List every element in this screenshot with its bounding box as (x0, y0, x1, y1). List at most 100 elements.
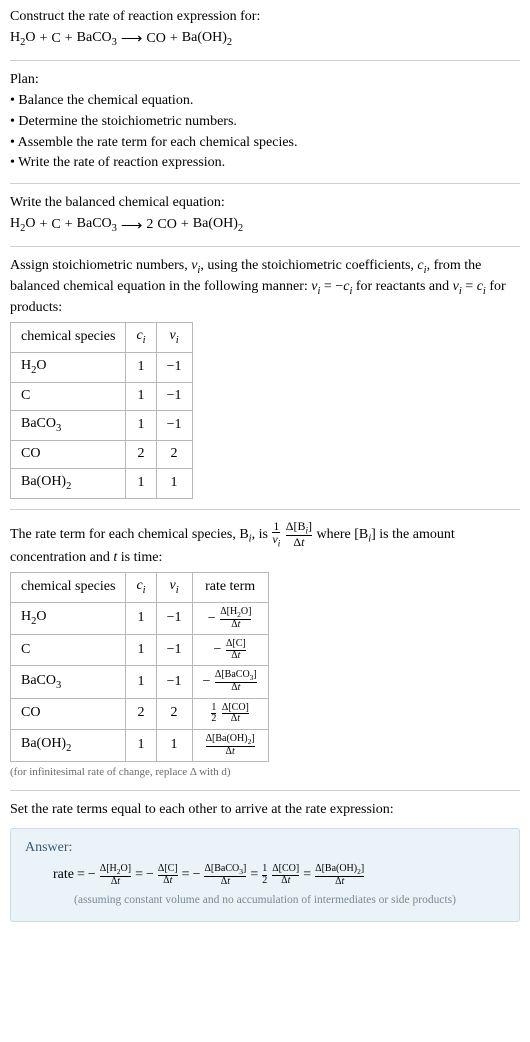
neg: − (214, 643, 225, 658)
denominator: Δt (158, 875, 178, 887)
cell-c: 1 (126, 410, 156, 440)
assign-section: Assign stoichiometric numbers, νi, using… (10, 257, 520, 498)
plus: + (181, 216, 189, 235)
cell-nu: 2 (156, 440, 192, 468)
cell-species: C (11, 635, 126, 666)
half-fraction: 1 2 (262, 864, 267, 886)
set-equal-text: Set the rate terms equal to each other t… (10, 801, 520, 820)
rate-term-footnote: (for infinitesimal rate of change, repla… (10, 765, 520, 780)
subscript-i: i (143, 585, 146, 596)
set-equal-section: Set the rate terms equal to each other t… (10, 801, 520, 922)
numerator: Δ[C] (226, 639, 246, 650)
cell-c: 1 (126, 729, 156, 761)
stoich-table: chemical species ci νi H2O 1 −1 C 1 −1 B… (10, 322, 193, 499)
assign-text: Assign stoichiometric numbers, νi, using… (10, 257, 520, 318)
cell-species: Ba(OH)2 (11, 729, 126, 761)
table-row: H2O 1 −1 (11, 352, 193, 382)
term-baco3: Δ[BaCO3] Δt (204, 864, 246, 887)
neg: − (203, 674, 214, 689)
col-ci: ci (126, 323, 156, 353)
subscript: 3 (112, 37, 117, 48)
text: BaCO (77, 30, 112, 45)
numerator: 1 (262, 864, 267, 875)
plan-item: • Assemble the rate term for each chemic… (10, 134, 520, 153)
equals: = (135, 866, 143, 885)
neg: − (193, 866, 201, 885)
plus: + (65, 30, 73, 49)
plus: + (65, 216, 73, 235)
species-h2o: H2O (10, 29, 36, 50)
divider (10, 790, 520, 791)
cell-nu: 1 (156, 729, 192, 761)
cell-nu: −1 (156, 666, 192, 698)
reaction-arrow-icon: ⟶ (121, 216, 143, 236)
cell-species: CO (11, 440, 126, 468)
col-ci: ci (126, 572, 156, 602)
text: is time: (117, 550, 162, 565)
plan-item: • Determine the stoichiometric numbers. (10, 113, 520, 132)
text: = − (320, 279, 343, 294)
cell-rate-term: − Δ[BaCO3] Δt (192, 666, 268, 698)
plan-section: Plan: • Balance the chemical equation. •… (10, 71, 520, 173)
denominator: Δt (204, 876, 246, 888)
species-co: CO (146, 30, 165, 49)
term-baoh2: Δ[Ba(OH)2] Δt (315, 864, 364, 887)
denominator: 2 (211, 713, 216, 725)
equals: = (303, 866, 311, 885)
cell-species: C (11, 382, 126, 410)
denominator: Δt (220, 619, 251, 631)
fraction: Δ[Ba(OH)2] Δt (206, 734, 255, 757)
cell-c: 1 (126, 352, 156, 382)
rate-term-table: chemical species ci νi rate term H2O 1 −… (10, 572, 269, 762)
intro-equation: H2O + C + BaCO3 ⟶ CO + Ba(OH)2 (10, 29, 520, 50)
numerator: Δ[Ba(OH)2] (315, 864, 364, 876)
reaction-arrow-icon: ⟶ (121, 29, 143, 49)
species-baco3: BaCO3 (77, 29, 117, 50)
cell-nu: −1 (156, 352, 192, 382)
text: The rate term for each chemical species,… (10, 527, 249, 542)
fraction: Δ[CO] Δt (222, 703, 249, 725)
fraction: Δ[H2O] Δt (220, 607, 251, 630)
table-row: H2O 1 −1 − Δ[H2O] Δt (11, 602, 269, 634)
col-rate-term: rate term (192, 572, 268, 602)
table-row: BaCO3 1 −1 (11, 410, 193, 440)
cell-rate-term: 1 2 Δ[CO] Δt (192, 698, 268, 729)
cell-species: BaCO3 (11, 666, 126, 698)
subscript: 3 (112, 223, 117, 234)
answer-label: Answer: (25, 839, 505, 858)
cell-species: H2O (11, 602, 126, 634)
neg: − (146, 866, 154, 885)
numerator: Δ[C] (158, 864, 178, 875)
table-row: C 1 −1 (11, 382, 193, 410)
text: where [B (317, 527, 369, 542)
term-h2o: Δ[H2O] Δt (100, 864, 131, 887)
rate-term-text: The rate term for each chemical species,… (10, 520, 520, 568)
plan-title: Plan: (10, 71, 520, 90)
subscript-i: i (176, 335, 179, 346)
cell-species: H2O (11, 352, 126, 382)
divider (10, 509, 520, 510)
answer-box: Answer: rate = − Δ[H2O] Δt = − Δ[C] Δt =… (10, 828, 520, 922)
plan-list: • Balance the chemical equation. • Deter… (10, 92, 520, 174)
delta-b-over-delta-t: Δ[Bi] Δt (286, 520, 312, 549)
species-baoh2: Ba(OH)2 (193, 215, 243, 236)
species-c: C (51, 30, 60, 49)
col-nui: νi (156, 323, 192, 353)
cell-nu: −1 (156, 382, 192, 410)
cell-nu: −1 (156, 635, 192, 666)
numerator: Δ[Ba(OH)2] (206, 734, 255, 746)
col-nui: νi (156, 572, 192, 602)
denominator: Δt (315, 876, 364, 888)
text: O (25, 30, 35, 45)
numerator: Δ[BaCO3] (215, 670, 257, 682)
subscript-i: i (278, 539, 281, 549)
intro-section: Construct the rate of reaction expressio… (10, 8, 520, 50)
fraction: Δ[BaCO3] Δt (215, 670, 257, 693)
denominator: νi (272, 532, 280, 549)
rate-expression: rate = − Δ[H2O] Δt = − Δ[C] Δt = − Δ[BaC… (53, 864, 505, 887)
cell-rate-term: − Δ[H2O] Δt (192, 602, 268, 634)
numerator: Δ[H2O] (100, 864, 131, 876)
cell-c: 1 (126, 602, 156, 634)
plus: + (170, 30, 178, 49)
species-co: CO (157, 216, 176, 235)
